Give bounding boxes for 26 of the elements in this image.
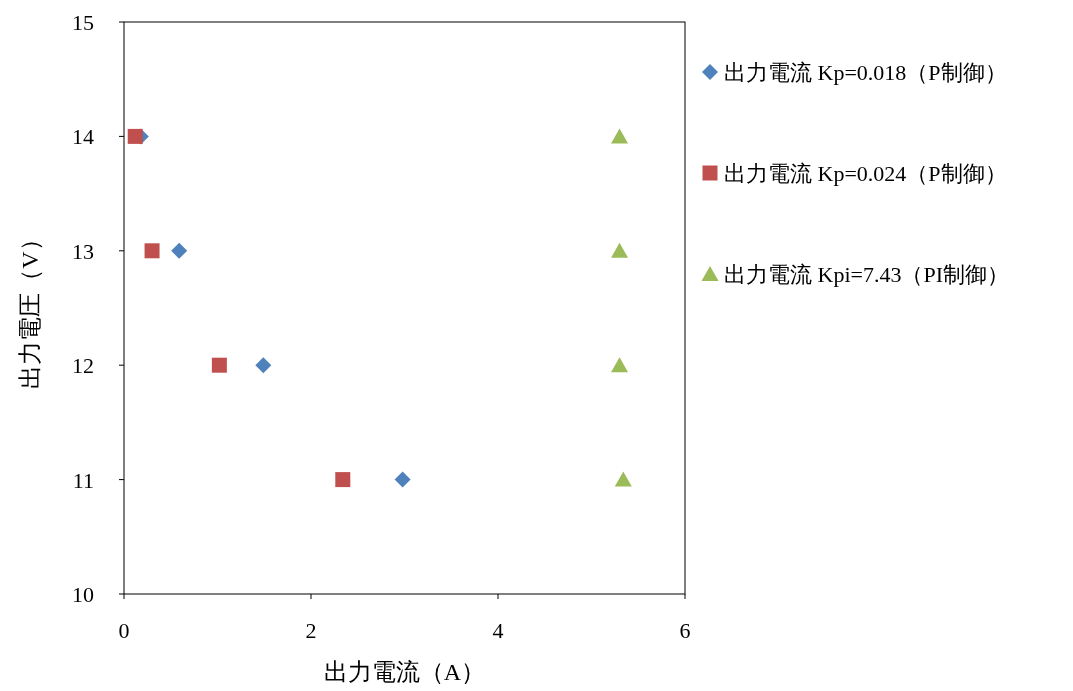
point — [614, 471, 632, 487]
point — [394, 471, 411, 488]
y-tick-label: 13 — [72, 238, 94, 264]
point — [127, 128, 143, 144]
legend-label: 出力電流 Kp=0.024（P制御） — [724, 161, 1007, 186]
point — [171, 242, 188, 259]
x-axis-title: 出力電流（A） — [323, 659, 486, 685]
y-axis-title: 出力電圧（V） — [17, 227, 43, 389]
y-tick-label: 12 — [72, 353, 94, 379]
legend-label: 出力電流 Kpi=7.43（PI制御） — [724, 262, 1009, 287]
point — [611, 128, 629, 144]
point — [211, 357, 227, 373]
x-tick-label: 6 — [679, 618, 691, 643]
point — [611, 357, 629, 373]
point — [144, 243, 160, 259]
point — [611, 242, 629, 258]
point — [255, 357, 272, 374]
y-tick-label: 14 — [72, 124, 94, 150]
point — [335, 472, 351, 488]
y-tick-label: 15 — [72, 10, 94, 35]
x-tick-label: 4 — [492, 618, 504, 643]
x-tick-label: 2 — [305, 618, 317, 643]
legend-label: 出力電流 Kp=0.018（P制御） — [724, 60, 1007, 85]
y-tick-label: 11 — [72, 467, 94, 493]
x-tick-label: 0 — [118, 618, 130, 643]
y-tick-label: 10 — [72, 582, 94, 607]
